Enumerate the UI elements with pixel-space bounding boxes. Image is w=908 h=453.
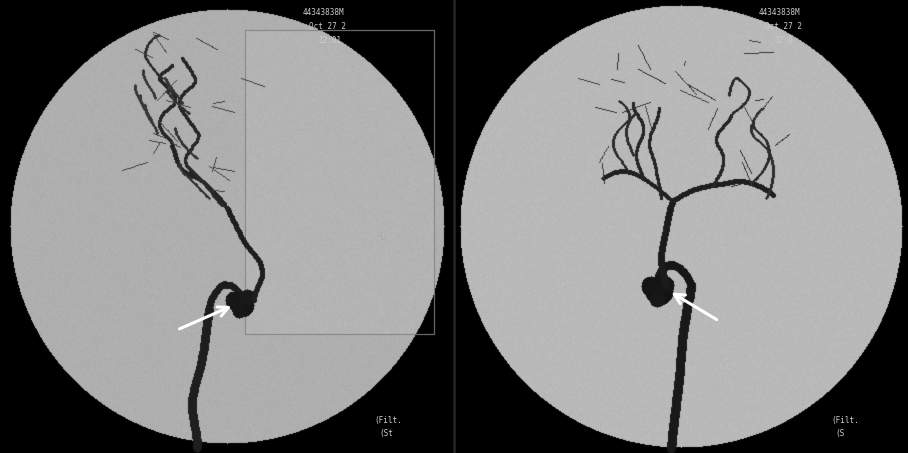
Text: 44343838M: 44343838M (303, 8, 344, 17)
Text: L: L (380, 232, 387, 242)
Text: 44343838M: 44343838M (758, 8, 800, 17)
Text: (Filt.: (Filt. (375, 416, 402, 425)
Text: Oct 27 2: Oct 27 2 (765, 22, 802, 31)
Text: 12:0: 12:0 (774, 36, 793, 45)
Text: (St: (St (379, 429, 393, 438)
Text: (Filt.: (Filt. (832, 416, 859, 425)
Text: Oct 27 2: Oct 27 2 (310, 22, 347, 31)
Text: 12:01: 12:01 (318, 36, 341, 45)
Text: (S: (S (835, 429, 845, 438)
